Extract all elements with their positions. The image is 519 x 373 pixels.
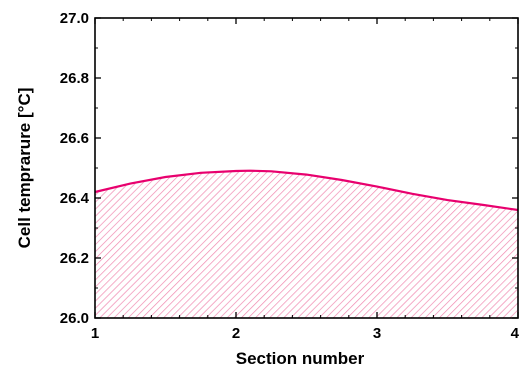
y-tick-label: 26.6 bbox=[60, 130, 89, 147]
x-tick-label: 1 bbox=[91, 325, 99, 342]
y-tick-label: 27.0 bbox=[60, 10, 89, 27]
x-tick-label: 2 bbox=[232, 325, 240, 342]
x-axis-title: Section number bbox=[236, 349, 365, 368]
y-tick-label: 26.2 bbox=[60, 250, 89, 267]
y-axis-title: Cell temprarure [°C] bbox=[15, 88, 34, 249]
y-tick-label: 26.8 bbox=[60, 70, 89, 87]
x-tick-label: 4 bbox=[511, 325, 519, 342]
y-tick-label: 26.4 bbox=[60, 190, 90, 207]
y-tick-label: 26.0 bbox=[60, 310, 89, 327]
x-tick-label: 3 bbox=[373, 325, 381, 342]
area-fill bbox=[95, 170, 518, 318]
series-line bbox=[94, 169, 519, 212]
